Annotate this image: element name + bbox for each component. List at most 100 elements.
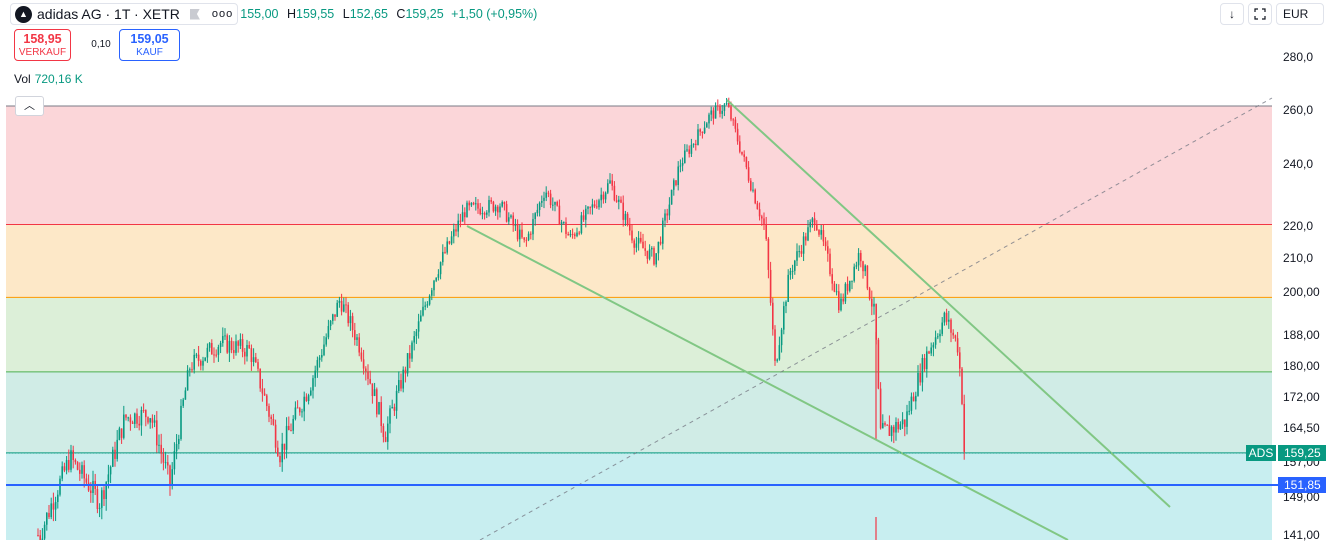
candle (791, 270, 794, 272)
flag-icon[interactable] (189, 8, 200, 20)
candle (591, 204, 594, 208)
ohlc-values: 155,00 H159,55 L152,65 C159,25 +1,50 (+0… (240, 7, 537, 21)
candle (904, 419, 906, 427)
candle (175, 444, 178, 452)
candle (213, 354, 215, 356)
candle (497, 206, 499, 213)
candle (92, 480, 94, 493)
candle (255, 357, 257, 363)
candle (470, 202, 473, 206)
candle (400, 380, 402, 389)
volume-value: 720,16 K (34, 72, 83, 86)
candle (745, 156, 748, 168)
candle (351, 316, 354, 331)
candle (519, 229, 521, 240)
candle (59, 478, 61, 495)
candle (191, 369, 193, 371)
candle (63, 466, 66, 471)
fib-zone-red (6, 106, 1272, 225)
candle (646, 250, 649, 259)
candle (923, 357, 926, 370)
candle (486, 212, 488, 215)
candle (230, 340, 233, 351)
price-axis-label: 280,0 (1283, 50, 1314, 64)
candle (541, 200, 543, 203)
candle (369, 378, 371, 384)
candle (101, 490, 103, 508)
candle (690, 144, 693, 154)
candle (83, 465, 85, 479)
candle (98, 507, 101, 509)
candle (917, 372, 919, 396)
candle (943, 312, 946, 323)
candle (457, 220, 459, 232)
candle (116, 439, 118, 459)
candle (761, 216, 763, 219)
candle (182, 399, 184, 406)
candle (871, 298, 873, 307)
candle (222, 335, 224, 344)
candle (851, 280, 853, 282)
candle (783, 306, 785, 330)
symbol-selector[interactable]: ▲ adidas AG · 1T · XETR ooo (10, 3, 239, 25)
candle (809, 222, 811, 228)
candle (926, 351, 928, 370)
arrow-down-icon[interactable]: ↓ (1220, 3, 1244, 25)
more-dots-icon[interactable]: ooo (211, 8, 234, 20)
candle (345, 304, 347, 306)
buy-button[interactable]: 159,05 KAUF (119, 29, 180, 61)
candle (611, 180, 613, 186)
candle (657, 241, 660, 254)
candle (884, 423, 886, 425)
candle (380, 402, 382, 427)
candle (514, 225, 517, 227)
candle (65, 460, 68, 471)
candle (263, 393, 266, 396)
chevron-up-icon[interactable]: ︿ (15, 96, 44, 116)
candle (763, 218, 765, 225)
symbol-title[interactable]: adidas AG · 1T · XETR (37, 6, 180, 22)
candle (552, 204, 554, 206)
candle (43, 524, 46, 539)
candle (800, 251, 803, 254)
candle (499, 206, 501, 213)
symbol-legend: ▲ adidas AG · 1T · XETR ooo 155,00 H159,… (10, 3, 537, 25)
price-axis-label: 260,0 (1283, 103, 1314, 117)
candle (503, 202, 506, 205)
candle (910, 396, 913, 411)
candle (211, 343, 213, 355)
candle (703, 127, 706, 134)
candle (607, 183, 609, 193)
candle (235, 341, 237, 353)
currency-selector[interactable]: EUR (1276, 3, 1324, 25)
candle (310, 390, 312, 396)
candle (439, 262, 442, 275)
candle (802, 236, 805, 254)
candle (437, 274, 440, 278)
candle (294, 407, 297, 419)
candle (798, 251, 800, 253)
candle (866, 265, 869, 289)
candle (184, 390, 187, 400)
candle (241, 339, 244, 352)
candle (558, 205, 561, 225)
adidas-logo-icon: ▲ (15, 5, 32, 23)
sell-button[interactable]: 158,95 VERKAUF (14, 29, 71, 61)
candle (123, 414, 125, 438)
candle (112, 449, 114, 467)
candle (758, 209, 761, 217)
candle (208, 343, 211, 348)
candle (582, 215, 585, 220)
fullscreen-icon[interactable] (1248, 3, 1272, 25)
candle (822, 230, 825, 242)
candle (431, 290, 433, 296)
candle (160, 444, 162, 454)
candle (516, 225, 519, 240)
candle (890, 426, 893, 436)
candle (681, 163, 684, 166)
candle (384, 437, 387, 442)
price-axis-label: 172,00 (1283, 390, 1320, 404)
candle (637, 237, 640, 244)
candle (712, 110, 715, 119)
